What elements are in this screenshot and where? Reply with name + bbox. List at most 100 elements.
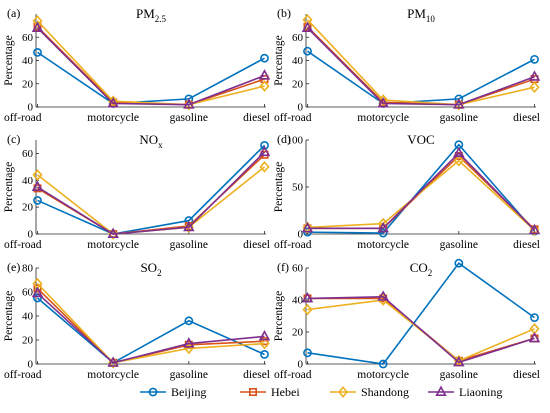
x-tick-label: off-road xyxy=(274,239,312,251)
x-tick-label: gasoline xyxy=(170,239,208,251)
legend-marker xyxy=(337,386,349,398)
x-tick-label: gasoline xyxy=(170,369,208,381)
x-tick-label: off-road xyxy=(274,369,312,381)
y-tick-label: 20 xyxy=(292,78,304,90)
panel-title: PM2.5 xyxy=(136,6,167,24)
x-tick-label: diesel xyxy=(243,239,270,251)
series-beijing xyxy=(303,258,539,369)
x-tick-label: motorcycle xyxy=(87,112,139,124)
y-tick-label: 60 xyxy=(22,32,34,44)
data-point xyxy=(529,81,540,94)
series-hebei xyxy=(33,150,269,239)
data-point xyxy=(258,145,271,157)
panel-title: SO2 xyxy=(140,260,161,278)
series-line xyxy=(36,27,265,106)
panel-title: PM10 xyxy=(407,6,435,24)
y-tick-label: 20 xyxy=(22,202,34,214)
x-tick-label: gasoline xyxy=(440,369,478,381)
series-beijing xyxy=(303,46,539,108)
series-line xyxy=(37,51,265,105)
x-tick-label: motorcycle xyxy=(87,239,139,251)
y-tick-label: 0 xyxy=(298,229,304,241)
series-beijing xyxy=(33,140,269,239)
data-point xyxy=(259,161,270,173)
series-line xyxy=(36,20,265,106)
panel-title: VOC xyxy=(407,132,434,147)
chart-panel: 0 20 40 60 off-road motorcycle gasoline diesel P… xyxy=(273,258,541,381)
panel-title-main: CO xyxy=(410,260,428,275)
y-axis-label: Percentage xyxy=(3,35,15,85)
panel-label: (b) xyxy=(277,6,291,20)
panel-title-subscript: 2.5 xyxy=(155,14,167,24)
data-point xyxy=(184,316,194,326)
legend-label: Hebei xyxy=(271,385,300,399)
series-line xyxy=(36,283,265,364)
series-line xyxy=(307,143,536,234)
y-tick-label: 20 xyxy=(22,78,34,90)
data-point xyxy=(33,293,42,303)
data-point xyxy=(302,303,313,316)
data-point xyxy=(33,284,42,293)
panel-label: (e) xyxy=(7,260,20,274)
y-tick-label: 40 xyxy=(22,55,34,67)
data-point xyxy=(377,221,389,233)
data-point xyxy=(258,329,271,341)
series-line xyxy=(36,26,265,106)
y-axis-label: Percentage xyxy=(273,291,285,341)
y-tick-label: 80 xyxy=(22,263,34,275)
data-point xyxy=(184,216,194,225)
series-line xyxy=(307,50,535,105)
x-tick-label: motorcycle xyxy=(357,112,409,124)
panel-title-subscript: x xyxy=(158,140,163,150)
panel-title: CO2 xyxy=(410,260,433,278)
panel-title-subscript: 10 xyxy=(426,14,436,24)
x-tick-label: off-road xyxy=(4,112,42,124)
data-point xyxy=(303,348,312,358)
y-tick-label: 40 xyxy=(292,295,304,307)
data-point xyxy=(301,21,314,32)
chart-panel: 0 50 100 off-road motorcycle gasoline diesel Pe… xyxy=(273,132,541,251)
x-tick-label: motorcycle xyxy=(87,369,139,381)
data-point xyxy=(258,69,271,80)
series-line xyxy=(306,26,535,106)
legend-label: Beijing xyxy=(171,385,206,399)
legend: Beijing Hebei Shandong Liaoning xyxy=(140,385,502,399)
data-point xyxy=(31,286,44,298)
x-tick-label: diesel xyxy=(243,369,270,381)
data-point xyxy=(530,54,539,64)
data-point xyxy=(377,290,389,301)
y-tick-label: 20 xyxy=(292,327,304,339)
y-axis-label: Percentage xyxy=(3,162,15,212)
x-tick-label: motorcycle xyxy=(357,239,409,251)
x-tick-label: motorcycle xyxy=(357,369,409,381)
y-tick-label: 100 xyxy=(287,135,304,147)
data-point xyxy=(454,258,464,268)
series-liaoning xyxy=(31,145,271,238)
y-tick-label: 40 xyxy=(22,175,34,187)
data-point xyxy=(301,291,314,303)
x-tick-label: off-road xyxy=(4,369,42,381)
panel-title-subscript: 2 xyxy=(157,268,162,278)
data-point xyxy=(453,154,464,167)
data-point xyxy=(377,97,389,108)
legend-item-beijing: Beijing xyxy=(140,385,206,399)
legend-marker xyxy=(148,387,158,397)
y-tick-label: 60 xyxy=(22,148,34,160)
data-point xyxy=(303,46,312,56)
panel-title-main: PM xyxy=(407,6,426,21)
chart-panel: 0 20 40 60 off-road motorcycle gasoline diesel P… xyxy=(3,132,271,251)
data-point xyxy=(378,359,388,369)
legend-marker xyxy=(435,385,447,397)
data-point xyxy=(108,95,119,108)
series-line xyxy=(307,152,536,231)
y-tick-label: 20 xyxy=(22,335,34,347)
data-point xyxy=(260,140,269,150)
y-tick-label: 0 xyxy=(28,359,34,371)
data-point xyxy=(453,355,465,367)
panel-label: (a) xyxy=(7,6,20,20)
data-point xyxy=(183,220,195,232)
data-point xyxy=(453,146,465,158)
x-tick-label: off-road xyxy=(4,239,42,251)
panel-label: (c) xyxy=(7,132,20,146)
